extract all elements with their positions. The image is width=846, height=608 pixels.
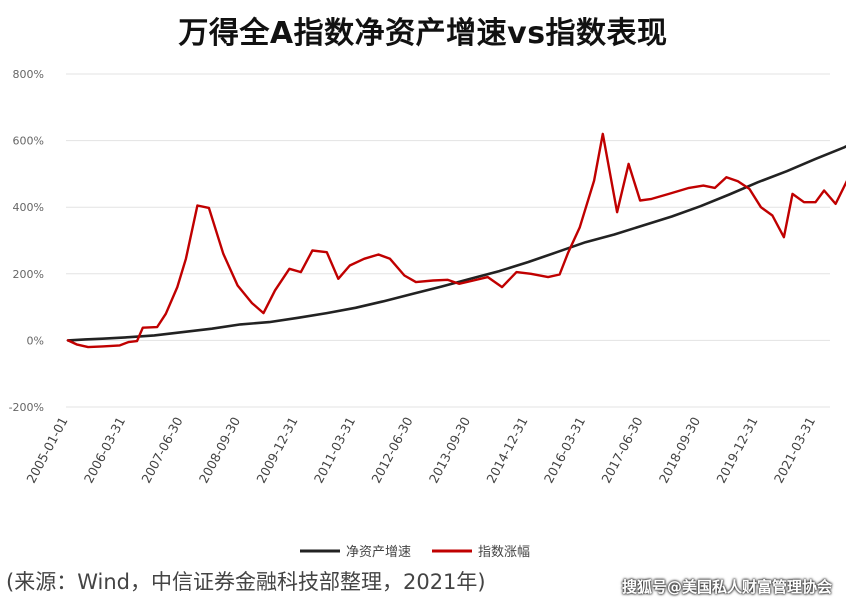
x-tick-label: 2011-03-31 (311, 414, 358, 485)
x-tick-label: 2019-12-31 (713, 414, 760, 485)
chart-title: 万得全A指数净资产增速vs指数表现 (178, 16, 668, 51)
x-tick-label: 2009-12-31 (253, 414, 300, 485)
x-tick-label: 2018-09-30 (656, 414, 703, 485)
y-tick-label: 600% (13, 135, 44, 148)
y-tick-label: 200% (13, 268, 44, 281)
y-tick-label: 400% (13, 201, 44, 214)
series-line-index-gain (66, 132, 846, 349)
y-tick-label: -200% (9, 401, 44, 414)
x-tick-label: 2012-06-30 (368, 414, 415, 485)
y-tick-label: 0% (27, 334, 44, 347)
legend-label: 净资产增速 (346, 545, 411, 560)
x-tick-label: 2005-01-01 (23, 414, 70, 485)
x-tick-label: 2007-06-30 (138, 414, 185, 485)
x-axis-tick-labels: 2005-01-01 2006-03-31 2007-06-30 2008-09-30… (23, 414, 818, 485)
y-axis-tick-labels: -200% 0% 200% 400% 600% 800% (9, 68, 44, 414)
x-tick-label: 2017-06-30 (598, 414, 645, 485)
source-note: (来源：Wind，中信证券金融科技部整理，2021年) (6, 570, 486, 594)
legend-label: 指数涨幅 (478, 545, 530, 560)
series-lines (66, 132, 846, 349)
watermark: 搜狐号@美国私人财富管理协会 (621, 578, 832, 596)
x-tick-label: 2008-09-30 (196, 414, 243, 485)
x-tick-label: 2016-03-31 (541, 414, 588, 485)
y-tick-label: 800% (13, 68, 44, 81)
legend: 净资产增速 指数涨幅 (300, 545, 530, 560)
x-tick-label: 2021-03-31 (771, 414, 818, 485)
x-tick-label: 2006-03-31 (81, 414, 128, 485)
x-tick-label: 2014-12-31 (483, 414, 530, 485)
grid-lines (66, 73, 830, 408)
x-tick-label: 2013-09-30 (426, 414, 473, 485)
series-line-net-asset-growth (66, 145, 846, 342)
